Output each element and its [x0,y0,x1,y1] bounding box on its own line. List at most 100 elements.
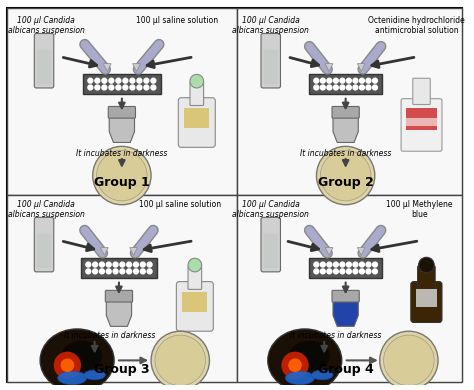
Circle shape [353,269,358,274]
FancyBboxPatch shape [264,50,278,85]
Circle shape [130,78,135,83]
Circle shape [116,78,121,83]
Circle shape [109,78,114,83]
Circle shape [320,150,371,201]
Polygon shape [103,64,111,71]
FancyBboxPatch shape [332,106,359,118]
Circle shape [320,262,325,267]
Polygon shape [100,248,108,255]
FancyBboxPatch shape [418,266,435,289]
Circle shape [353,85,358,90]
Ellipse shape [84,370,105,380]
FancyBboxPatch shape [406,108,437,130]
Circle shape [109,85,114,90]
FancyBboxPatch shape [37,50,51,85]
Text: Group 3: Group 3 [94,363,150,376]
Circle shape [61,358,74,372]
Circle shape [359,269,365,274]
Circle shape [327,85,332,90]
Text: Group 2: Group 2 [318,176,374,189]
FancyBboxPatch shape [406,118,437,126]
Text: 100 µl Candida
albicans suspension: 100 µl Candida albicans suspension [232,200,309,219]
Circle shape [340,85,345,90]
Circle shape [127,269,132,274]
Polygon shape [333,299,358,326]
Circle shape [314,262,319,267]
Circle shape [95,78,100,83]
Text: It incubates in darkness: It incubates in darkness [64,331,155,340]
FancyBboxPatch shape [237,8,463,195]
FancyBboxPatch shape [7,8,463,382]
Circle shape [116,85,121,90]
FancyBboxPatch shape [332,290,359,302]
FancyBboxPatch shape [37,234,51,268]
Circle shape [314,269,319,274]
Circle shape [123,85,128,90]
Text: 100 µl saline solution: 100 µl saline solution [139,200,221,209]
Polygon shape [333,115,358,142]
Circle shape [113,262,118,267]
Circle shape [314,85,319,90]
Text: 100 µl Candida
albicans suspension: 100 µl Candida albicans suspension [232,16,309,35]
FancyBboxPatch shape [178,98,215,147]
Text: 100 µl Candida
albicans suspension: 100 µl Candida albicans suspension [8,16,84,35]
Text: It incubates in darkness: It incubates in darkness [76,149,167,158]
Circle shape [147,262,152,267]
Ellipse shape [289,341,330,370]
Text: Group 1: Group 1 [94,176,150,189]
Ellipse shape [311,370,333,380]
FancyBboxPatch shape [411,282,442,323]
Circle shape [320,269,325,274]
FancyBboxPatch shape [413,78,430,105]
Polygon shape [109,115,135,142]
Circle shape [346,262,351,267]
Circle shape [373,85,377,90]
FancyBboxPatch shape [182,292,208,312]
FancyBboxPatch shape [7,8,237,195]
FancyBboxPatch shape [7,195,237,382]
Circle shape [93,146,151,205]
Circle shape [86,269,91,274]
FancyBboxPatch shape [188,266,201,289]
Circle shape [93,269,98,274]
Circle shape [102,85,107,90]
Circle shape [140,262,145,267]
Circle shape [106,269,111,274]
Text: It incubates in darkness: It incubates in darkness [300,149,392,158]
Polygon shape [325,248,333,255]
Circle shape [95,85,100,90]
Circle shape [353,78,358,83]
Ellipse shape [58,371,87,385]
Circle shape [137,85,142,90]
Circle shape [353,262,358,267]
Circle shape [359,262,365,267]
Circle shape [317,146,375,205]
FancyBboxPatch shape [81,258,157,278]
Circle shape [359,85,365,90]
FancyBboxPatch shape [105,290,133,302]
Circle shape [373,269,377,274]
Text: 100 µl Candida
albicans suspension: 100 µl Candida albicans suspension [8,200,84,219]
Circle shape [346,85,351,90]
Circle shape [327,269,332,274]
Circle shape [130,85,135,90]
Text: 100 µl Methylene
blue: 100 µl Methylene blue [386,200,453,219]
Polygon shape [130,248,137,255]
Circle shape [359,78,365,83]
Circle shape [190,74,204,88]
Text: It incubates in darkness: It incubates in darkness [290,331,382,340]
Circle shape [102,78,107,83]
Circle shape [373,78,377,83]
Circle shape [373,262,377,267]
Circle shape [137,78,142,83]
Circle shape [106,262,111,267]
Circle shape [123,78,128,83]
FancyBboxPatch shape [108,106,136,118]
Ellipse shape [40,329,114,390]
Circle shape [282,352,309,379]
Ellipse shape [285,371,315,385]
Circle shape [120,269,125,274]
FancyBboxPatch shape [190,82,204,105]
Circle shape [88,78,93,83]
Circle shape [127,262,132,267]
